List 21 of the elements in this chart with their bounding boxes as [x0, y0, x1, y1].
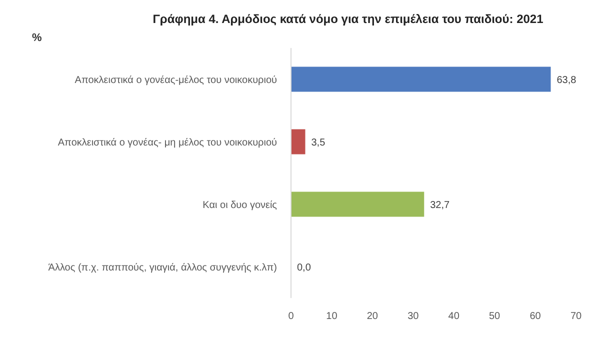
x-tick-label: 70	[570, 311, 582, 322]
x-tick-label: 40	[448, 311, 460, 322]
y-tick-label: Αποκλειστικά ο γονέας- μη μέλος του νοικοκυριού	[58, 137, 277, 148]
data-label: 3,5	[311, 137, 326, 148]
x-tick-label: 60	[530, 311, 542, 322]
data-label: 32,7	[430, 200, 450, 211]
bar	[291, 129, 306, 154]
data-label: 0,0	[297, 262, 312, 274]
y-tick-label: Και οι δυο γονείς	[202, 200, 278, 211]
data-label: 63,8	[556, 74, 577, 86]
bar	[291, 192, 424, 217]
bar	[291, 66, 551, 92]
text: %	[32, 32, 42, 44]
chart-title: Γράφημα 4. Αρμόδιος κατά νόμο για την επιμέλεια του παιδιού: 2021	[152, 12, 544, 26]
x-tick-label: 50	[489, 311, 501, 322]
y-tick-label: Άλλος (π.χ. παππούς, γιαγιά, άλλος συγγενής κ.λπ)	[48, 262, 277, 274]
y-tick-label: Αποκλειστικά ο γονέας-μέλος του νοικοκυριού	[74, 74, 277, 86]
x-tick-label: 30	[408, 311, 420, 322]
x-tick-label: 10	[326, 311, 338, 322]
x-tick-label: 20	[366, 311, 378, 322]
x-tick-label: 0	[288, 311, 294, 322]
